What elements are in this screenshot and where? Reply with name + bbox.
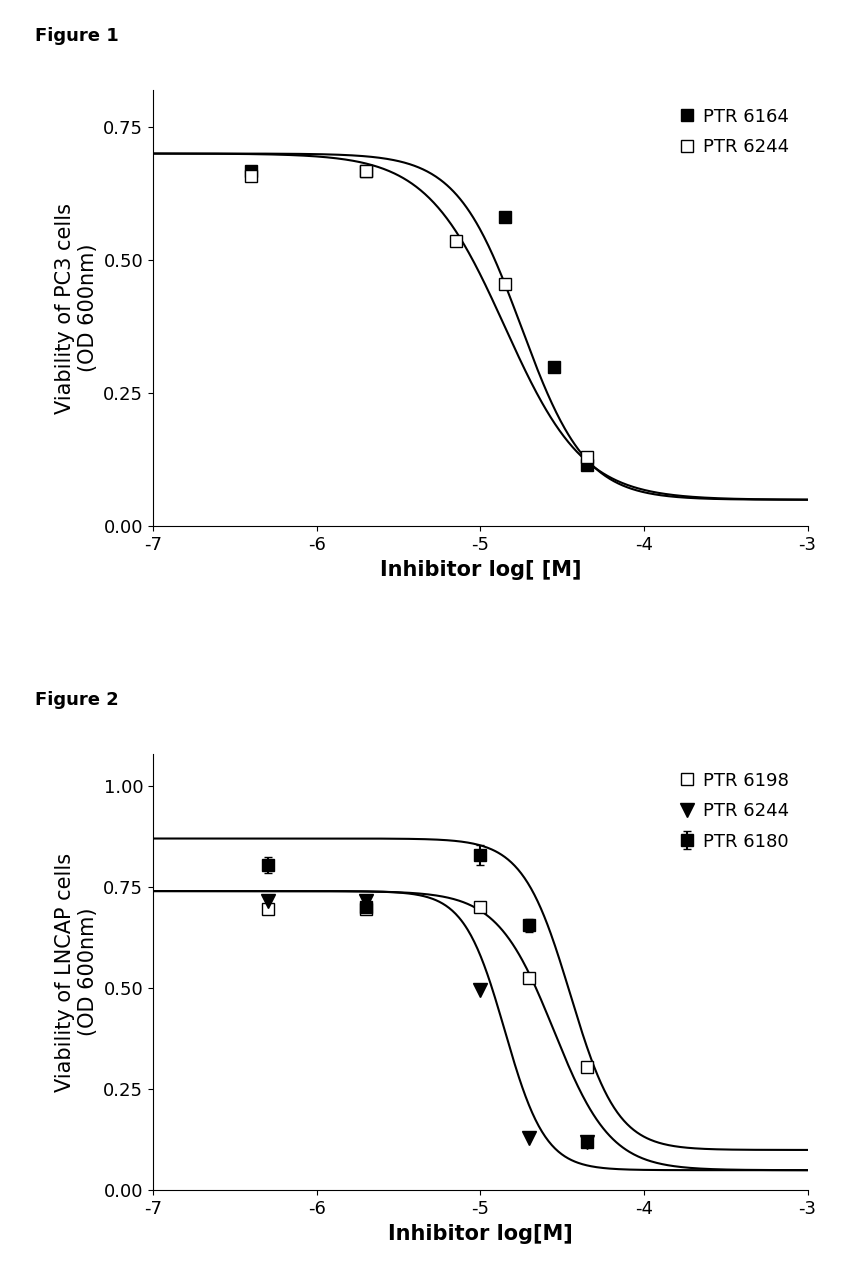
- PTR 6198: [475, 900, 485, 915]
- PTR 6164: [581, 457, 592, 472]
- PTR 6244: [581, 449, 592, 465]
- Line: PTR 6198: PTR 6198: [262, 901, 592, 1073]
- PTR 6244: [475, 983, 485, 998]
- PTR 6244: [581, 1134, 592, 1149]
- X-axis label: Inhibitor log[ [M]: Inhibitor log[ [M]: [379, 559, 581, 580]
- PTR 6244: [524, 1130, 535, 1146]
- PTR 6164: [500, 210, 510, 225]
- PTR 6198: [581, 1060, 592, 1075]
- Line: PTR 6164: PTR 6164: [246, 165, 592, 471]
- PTR 6164: [246, 163, 256, 178]
- PTR 6198: [360, 901, 371, 916]
- X-axis label: Inhibitor log[M]: Inhibitor log[M]: [388, 1224, 573, 1244]
- Legend: PTR 6164, PTR 6244: PTR 6164, PTR 6244: [671, 99, 798, 165]
- Legend: PTR 6198, PTR 6244, PTR 6180: PTR 6198, PTR 6244, PTR 6180: [671, 763, 798, 860]
- Line: PTR 6244: PTR 6244: [246, 165, 592, 463]
- PTR 6198: [263, 901, 273, 916]
- Y-axis label: Viability of LNCAP cells
(OD 600nm): Viability of LNCAP cells (OD 600nm): [54, 852, 98, 1092]
- PTR 6244: [263, 893, 273, 909]
- PTR 6244: [360, 893, 371, 909]
- PTR 6244: [450, 234, 461, 250]
- PTR 6244: [360, 163, 371, 178]
- PTR 6164: [360, 163, 371, 178]
- Y-axis label: Viability of PC3 cells
(OD 600nm): Viability of PC3 cells (OD 600nm): [54, 202, 98, 413]
- PTR 6198: [524, 970, 535, 986]
- Text: Figure 1: Figure 1: [35, 27, 119, 45]
- Text: Figure 2: Figure 2: [35, 691, 119, 709]
- Line: PTR 6244: PTR 6244: [261, 895, 593, 1149]
- PTR 6244: [500, 276, 510, 292]
- PTR 6164: [549, 358, 559, 374]
- PTR 6244: [246, 168, 256, 183]
